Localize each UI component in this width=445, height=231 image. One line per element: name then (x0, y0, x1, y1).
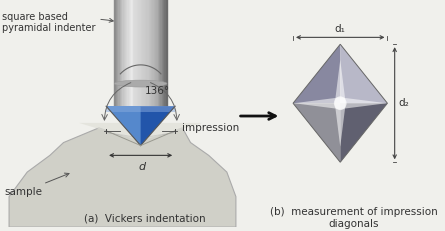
Bar (126, 0, 128, 113)
Text: square based
pyramidal indenter: square based pyramidal indenter (2, 12, 113, 33)
Text: impression: impression (182, 123, 239, 133)
Bar (120, 0, 121, 113)
Bar (158, 0, 159, 113)
Bar (130, 0, 132, 113)
Bar (121, 0, 123, 113)
Bar (146, 0, 148, 113)
Text: d₁: d₁ (335, 24, 346, 34)
Bar (166, 0, 167, 113)
Text: (b)  measurement of impression
diagonals: (b) measurement of impression diagonals (270, 207, 438, 229)
Polygon shape (340, 103, 388, 162)
Polygon shape (106, 106, 175, 112)
Bar (147, 0, 149, 113)
Bar (127, 0, 129, 113)
Bar (155, 0, 157, 113)
Bar (135, 0, 137, 113)
Bar (125, 0, 127, 113)
Polygon shape (293, 103, 340, 162)
Bar (133, 0, 134, 113)
Text: d: d (139, 162, 146, 172)
Text: (a)  Vickers indentation: (a) Vickers indentation (85, 213, 206, 223)
Bar (134, 0, 136, 113)
Bar (153, 0, 154, 113)
Polygon shape (106, 106, 141, 146)
Polygon shape (294, 97, 340, 109)
Bar (137, 0, 138, 113)
Bar (150, 0, 152, 113)
Bar (124, 0, 125, 113)
Bar (149, 0, 150, 113)
Polygon shape (9, 128, 236, 227)
Text: 136°: 136° (144, 86, 170, 96)
Bar (117, 0, 119, 113)
Bar (162, 0, 163, 113)
Bar (114, 0, 116, 113)
Bar (122, 0, 124, 113)
Bar (139, 0, 141, 113)
Bar (131, 0, 133, 113)
Polygon shape (340, 44, 388, 103)
Text: d₂: d₂ (398, 98, 409, 108)
Bar (145, 0, 146, 113)
Ellipse shape (334, 96, 347, 110)
Bar (151, 0, 153, 113)
Polygon shape (335, 60, 346, 103)
Bar (116, 0, 117, 113)
Bar (157, 0, 158, 113)
Bar (142, 0, 144, 113)
Bar (159, 0, 161, 113)
Text: sample: sample (4, 173, 69, 197)
Polygon shape (141, 106, 175, 146)
Bar (164, 0, 166, 113)
Bar (154, 0, 156, 113)
Bar (141, 0, 142, 113)
Polygon shape (340, 97, 387, 109)
Polygon shape (293, 44, 340, 103)
Bar (118, 0, 120, 113)
Polygon shape (79, 123, 202, 141)
Bar (163, 0, 165, 113)
Ellipse shape (114, 80, 167, 87)
Bar (160, 0, 162, 113)
Bar (143, 0, 145, 113)
Bar (129, 0, 130, 113)
Bar (138, 0, 140, 113)
Polygon shape (335, 103, 346, 147)
